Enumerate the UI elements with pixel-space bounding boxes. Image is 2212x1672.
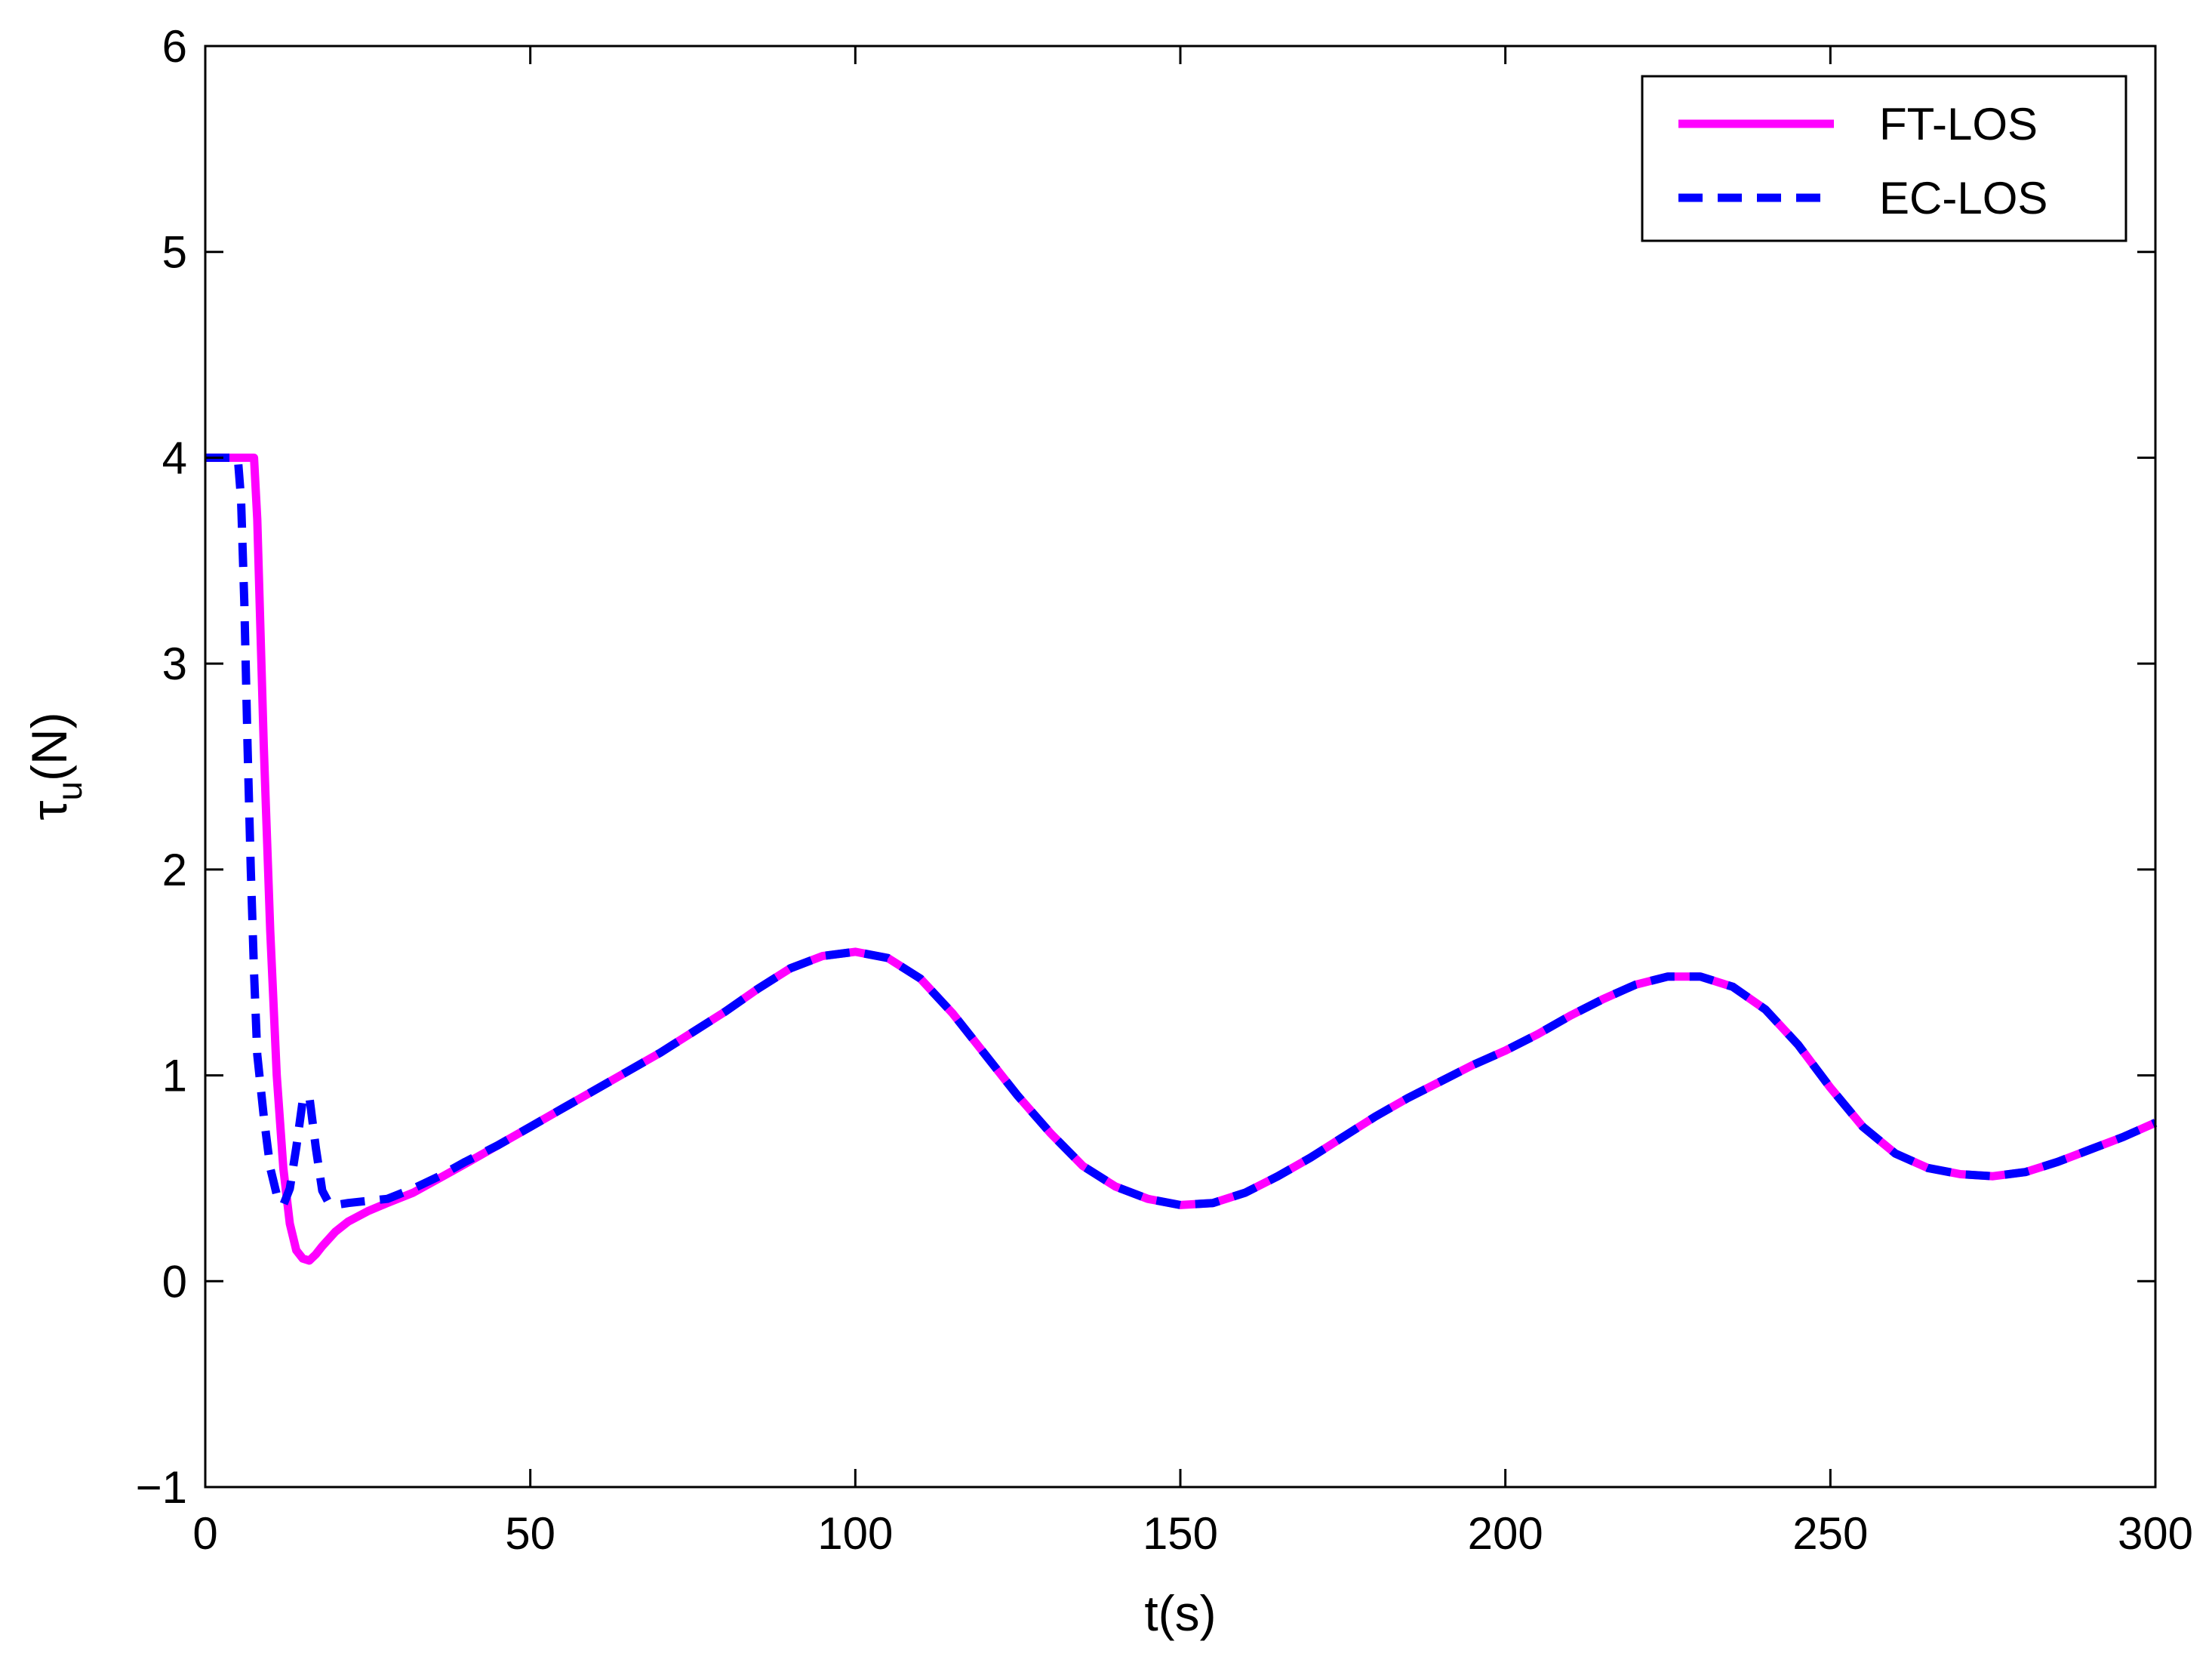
legend-label-ec-los: EC-LOS bbox=[1879, 173, 2047, 223]
y-axis-title-unit: (N) bbox=[21, 712, 77, 781]
y-axis-title: τu(N) bbox=[21, 712, 89, 820]
x-tick-label: 200 bbox=[1468, 1508, 1543, 1559]
legend: FT-LOS EC-LOS bbox=[1641, 75, 2127, 242]
x-tick-label: 100 bbox=[817, 1508, 893, 1559]
x-axis-title: t(s) bbox=[1144, 1585, 1216, 1641]
y-axis-title-symbol: τ bbox=[21, 801, 77, 821]
y-tick-label: −1 bbox=[136, 1462, 187, 1513]
y-tick-label: 6 bbox=[162, 21, 187, 72]
x-tick-label: 0 bbox=[192, 1508, 217, 1559]
y-axis-title-subscript: u bbox=[50, 781, 89, 801]
series-layer bbox=[205, 453, 2158, 1265]
series-line-ec-los bbox=[205, 453, 2158, 1209]
plot-frame bbox=[204, 45, 2157, 1489]
x-tick-label: 300 bbox=[2118, 1508, 2193, 1559]
y-tick-label: 3 bbox=[162, 639, 187, 689]
x-tick-label: 150 bbox=[1143, 1508, 1218, 1559]
x-tick-label: 50 bbox=[505, 1508, 555, 1559]
x-tick-label: 250 bbox=[1792, 1508, 1868, 1559]
y-tick-label: 1 bbox=[162, 1051, 187, 1101]
y-tick-label: 5 bbox=[162, 227, 187, 278]
plot-area bbox=[205, 46, 2155, 1487]
y-tick-label: 2 bbox=[162, 845, 187, 895]
y-tick-label: 0 bbox=[162, 1256, 187, 1307]
svg-text:τu(N): τu(N) bbox=[21, 712, 89, 820]
y-tick-label: 4 bbox=[162, 433, 187, 483]
legend-label-ft-los: FT-LOS bbox=[1879, 99, 2038, 149]
legend-box bbox=[1641, 75, 2127, 242]
